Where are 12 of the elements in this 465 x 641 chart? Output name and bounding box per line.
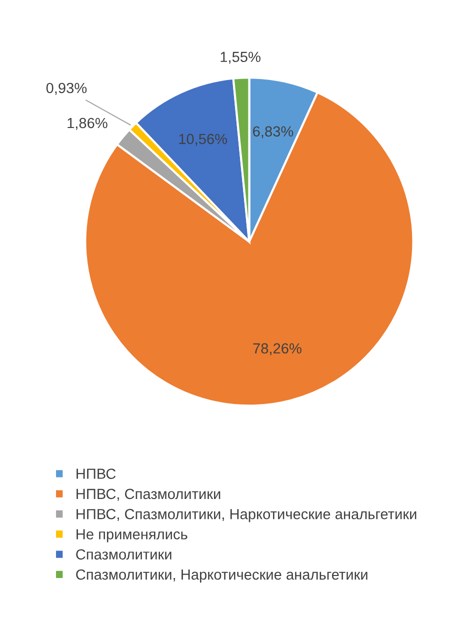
data-label: 0,93% — [46, 82, 87, 95]
data-label: 6,83% — [253, 126, 294, 138]
legend-label: НПВС, Спазмолитики — [76, 488, 220, 501]
data-label: 1,86% — [68, 118, 108, 130]
legend-label: Не применялись — [76, 529, 188, 542]
legend-label: НПВС — [76, 468, 116, 479]
legend-label: НПВС, Спазмолитики, Наркотические анальгетики — [76, 508, 416, 522]
data-label: 10,56% — [179, 134, 228, 146]
legend-label: Спазмолитики, Наркотические анальгетики — [76, 569, 368, 583]
data-label: 1,55% — [220, 52, 260, 64]
legend-label: Спазмолитики — [76, 549, 172, 560]
data-label: 78,26% — [253, 343, 302, 356]
